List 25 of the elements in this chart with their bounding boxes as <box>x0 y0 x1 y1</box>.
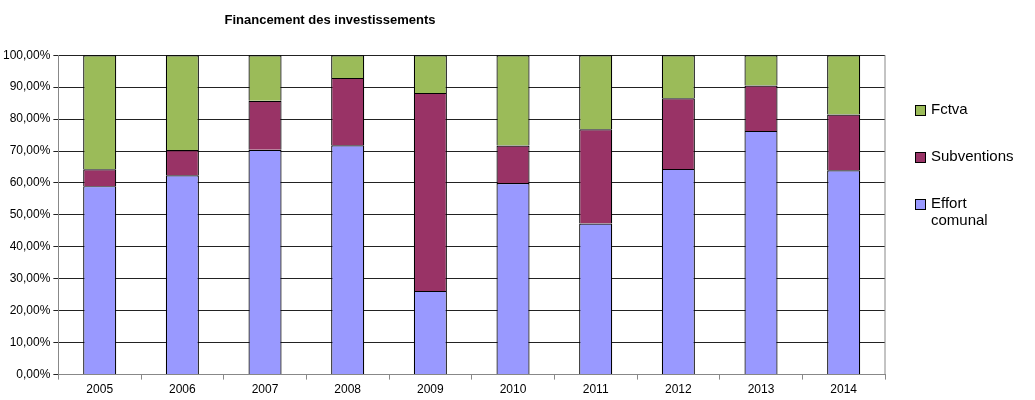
x-tick-label: 2012 <box>664 382 693 397</box>
x-tick-label: 2007 <box>251 382 279 397</box>
x-tick-label: 2010 <box>499 382 527 397</box>
y-tick-label: 10,00% <box>9 334 51 349</box>
y-tick-label: 60,00% <box>9 175 51 190</box>
y-tick-label: 20,00% <box>9 303 51 318</box>
y-tick-label: 30,00% <box>9 271 51 286</box>
y-tick-label: 0,00% <box>16 366 51 381</box>
x-tick-label: 2013 <box>747 382 775 397</box>
x-tick-label: 2014 <box>830 382 858 397</box>
x-tick-label: 2009 <box>417 382 445 397</box>
legend-label: Fctva <box>931 100 969 117</box>
chart-title: Financement des investissements <box>223 12 437 27</box>
y-tick-label: 50,00% <box>9 207 51 222</box>
x-tick-label: 2006 <box>169 382 197 397</box>
y-tick-label: 100,00% <box>3 47 51 62</box>
y-tick-label: 90,00% <box>9 79 51 94</box>
x-tick-label: 2008 <box>334 382 362 397</box>
x-tick-label: 2011 <box>582 382 609 397</box>
y-tick-label: 80,00% <box>9 111 51 126</box>
legend-label: Subventions <box>931 147 1014 164</box>
x-tick-label: 2005 <box>86 382 114 397</box>
y-tick-label: 70,00% <box>9 143 51 158</box>
y-tick-label: 40,00% <box>9 239 51 254</box>
legend-label: Effort comunal <box>931 194 989 228</box>
